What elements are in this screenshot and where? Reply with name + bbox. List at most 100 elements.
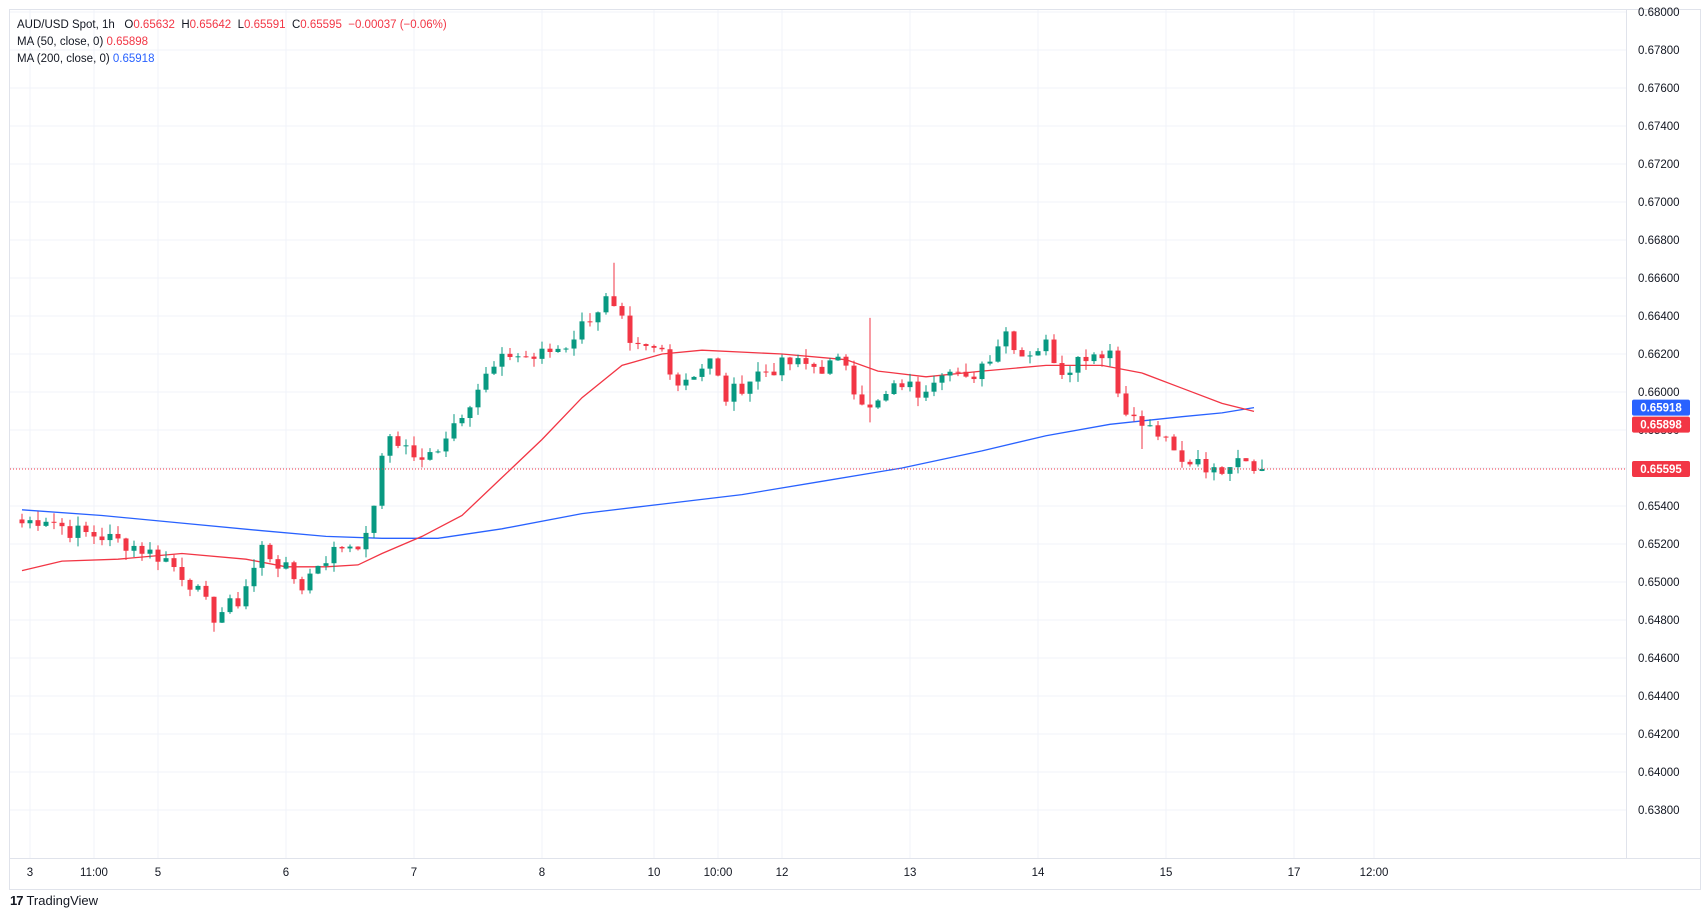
candle (1123, 385, 1129, 417)
candle (467, 405, 473, 427)
candle (891, 380, 897, 395)
chart-legend: AUD/USD Spot, 1h O0.65632 H0.65642 L0.65… (17, 17, 447, 68)
candle-body (379, 455, 385, 506)
price-label-box (1632, 399, 1690, 416)
candle (867, 317, 873, 423)
candle-body (635, 342, 641, 345)
ohlc-row: AUD/USD Spot, 1h O0.65632 H0.65642 L0.65… (17, 17, 447, 34)
candle-body (371, 505, 377, 533)
time-tick-label: 5 (155, 867, 161, 879)
candle (811, 362, 817, 374)
candle-body (1003, 331, 1009, 347)
candle (939, 373, 945, 391)
candle-body (627, 315, 633, 343)
tradingview-logo[interactable]: 17 TradingView (10, 893, 98, 908)
candle (1251, 459, 1257, 474)
change-value: −0.00037 (−0.06%) (348, 19, 447, 31)
candle (931, 375, 937, 397)
candle-body (787, 357, 793, 365)
candle (139, 542, 145, 561)
candle-body (139, 545, 145, 554)
time-tick-label: 11:00 (80, 867, 108, 879)
candle (947, 369, 953, 382)
ma200-value: 0.65918 (112, 53, 155, 65)
tradingview-logo-text: TradingView (26, 893, 99, 908)
candle-body (1019, 350, 1025, 357)
candle (1163, 435, 1169, 442)
price-tick-label: 0.67200 (1638, 159, 1680, 171)
candle (795, 354, 801, 368)
candle (587, 313, 593, 327)
candle-body (675, 374, 681, 386)
candle-body (59, 522, 65, 527)
candle (451, 414, 457, 442)
open-label: O (124, 19, 134, 31)
candle (507, 348, 513, 361)
price-tick-label: 0.67400 (1638, 121, 1680, 133)
price-tick-label: 0.65200 (1638, 539, 1680, 551)
candle-body (1011, 331, 1017, 351)
candle (395, 431, 401, 449)
candle (259, 541, 265, 576)
candle (859, 385, 865, 406)
candle-body (259, 544, 265, 568)
candle-body (619, 306, 625, 316)
candle-body (1155, 425, 1161, 437)
candle (835, 353, 841, 361)
candle (955, 367, 961, 377)
candle (299, 576, 305, 595)
candle (779, 354, 785, 382)
candle-body (91, 532, 97, 537)
candle-body (163, 558, 169, 562)
price-label-last: 0.65595 (1632, 460, 1690, 477)
candle (227, 594, 233, 614)
candle-body (195, 585, 201, 590)
price-labels: 0.65918 0.65898 0.65595 (1632, 399, 1690, 477)
price-tick-label: 0.67000 (1638, 197, 1680, 209)
candle (379, 453, 385, 509)
candle-body (779, 357, 785, 376)
ma200-path (21, 406, 1255, 539)
candle (67, 519, 73, 543)
candle (979, 361, 985, 387)
candle (635, 337, 641, 350)
candle (107, 524, 113, 547)
candle (443, 431, 449, 458)
candle-body (427, 452, 433, 460)
candle (755, 362, 761, 390)
candle-body (1107, 350, 1113, 359)
candle (339, 545, 345, 553)
candle (1107, 344, 1113, 367)
time-axis[interactable]: 3 11:00 5 6 7 8 10 10:00 12 13 14 15 17 12:00 (27, 867, 1389, 879)
candle (819, 360, 825, 374)
candle-body (771, 371, 777, 376)
price-tick-label: 0.64000 (1638, 767, 1680, 779)
candle (491, 361, 497, 375)
candle (1195, 449, 1201, 467)
candle (419, 448, 425, 468)
candle-body (1147, 425, 1153, 427)
candle (739, 375, 745, 396)
candle (515, 353, 521, 363)
candle (387, 433, 393, 463)
candle (35, 511, 41, 531)
candle (747, 381, 753, 402)
candle-body (763, 371, 769, 373)
ma50-line (21, 349, 1255, 572)
candle (1019, 347, 1025, 357)
candle-body (547, 348, 553, 352)
candle-body (955, 371, 961, 373)
candle-body (643, 344, 649, 346)
candle-body (803, 358, 809, 364)
ma200-row[interactable]: MA (200, close, 0) 0.65918 (17, 51, 447, 68)
low-value: 0.65591 (244, 19, 286, 31)
ma50-row[interactable]: MA (50, close, 0) 0.65898 (17, 34, 447, 51)
price-label-box (1632, 460, 1690, 477)
symbol-label[interactable]: AUD/USD Spot, 1h (17, 19, 115, 31)
candle (243, 579, 249, 610)
candle-body (331, 546, 337, 564)
candle-body (75, 525, 81, 538)
candle-body (963, 371, 969, 377)
candle-body (795, 358, 801, 365)
